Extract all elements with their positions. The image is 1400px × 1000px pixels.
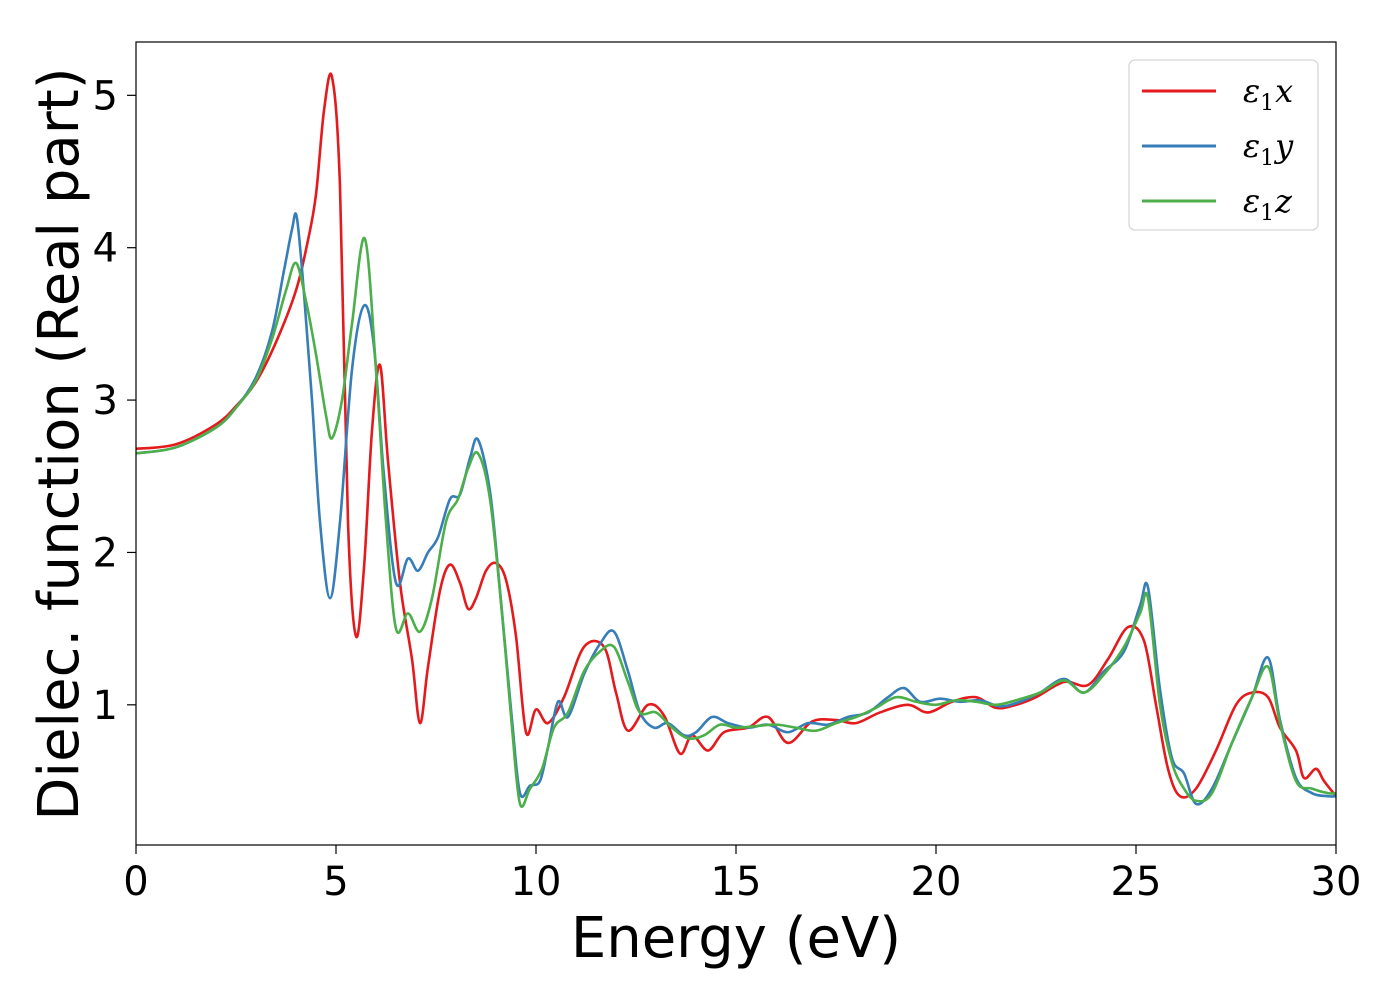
x-tick-label-10: 10	[511, 859, 562, 905]
legend-label-suffix: x	[1275, 72, 1293, 110]
legend-label-base: ε	[1243, 127, 1260, 165]
y-tick-label-4: 4	[93, 226, 118, 272]
legend-label-subscript: 1	[1260, 201, 1274, 226]
legend-label-suffix: z	[1274, 182, 1293, 220]
series-line-z	[136, 236, 1336, 808]
x-tick-label-15: 15	[711, 859, 762, 905]
legend-label-base: ε	[1243, 72, 1260, 110]
y-tick-label-3: 3	[93, 378, 118, 424]
series-layer	[136, 72, 1336, 808]
legend-label-suffix: y	[1273, 127, 1294, 165]
axes-layer: 0 5 10 15 20 25 30 1 2 3 4 5	[93, 41, 1362, 905]
y-tick-label-5: 5	[93, 73, 118, 119]
x-tick-label-30: 30	[1311, 859, 1362, 905]
series-line-x	[136, 72, 1336, 799]
x-tick-label-20: 20	[911, 859, 962, 905]
x-tick-label-0: 0	[123, 859, 148, 905]
legend-label-base: ε	[1243, 182, 1260, 220]
x-axis-label: Energy (eV)	[571, 906, 901, 971]
y-axis-label: Dielec. function (Real part)	[27, 67, 92, 820]
x-tick-label-25: 25	[1111, 859, 1162, 905]
legend-label-subscript: 1	[1260, 91, 1274, 116]
legend-label-x: ε1x	[1243, 72, 1293, 116]
legend-label-z: ε1z	[1243, 182, 1293, 226]
x-tick-label-5: 5	[323, 859, 348, 905]
legend-label-subscript: 1	[1260, 146, 1274, 171]
legend-box	[1128, 59, 1319, 231]
series-line-y	[136, 212, 1336, 806]
y-tick-label-2: 2	[93, 530, 118, 576]
y-tick-label-1: 1	[93, 683, 118, 729]
legend-label-y: ε1y	[1243, 127, 1294, 171]
